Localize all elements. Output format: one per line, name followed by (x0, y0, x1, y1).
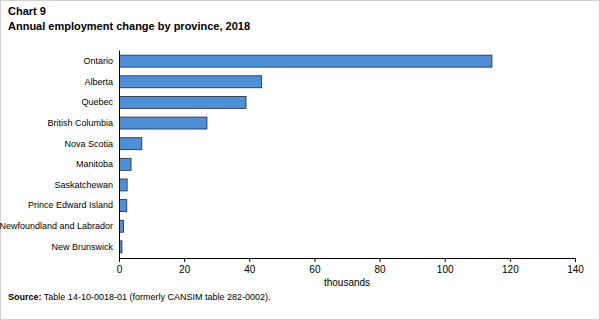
title: Chart 9 (8, 5, 46, 17)
x-tick: 60 (309, 258, 321, 275)
source: Source: Table 14-10-0018-01 (formerly CA… (8, 292, 270, 302)
source-part: Table 14-10-0018-01 (formerly CANSIM tab… (42, 292, 271, 302)
y-tick: Manitoba (76, 159, 113, 169)
x-tick-label: 40 (244, 264, 256, 275)
x-tick: 40 (244, 258, 256, 275)
y-tick: Saskatchewan (54, 180, 113, 190)
bar (119, 76, 262, 88)
y-axis-line (119, 51, 120, 259)
x-tick-mark (510, 258, 511, 262)
plot: 0 20 40 60 80 100 120 140 Ontario Alberta Quebec Br… (0, 51, 584, 289)
x-tick-label: 120 (502, 264, 519, 275)
bars (119, 55, 492, 253)
x-tick-label: 0 (117, 264, 123, 275)
x-tick-label: 80 (375, 264, 387, 275)
chart: Chart 9 Annual employment change by provi… (0, 0, 600, 320)
x-tick-label: 100 (437, 264, 454, 275)
x-tick-mark (119, 258, 120, 262)
x-axis-line (120, 258, 576, 259)
bar (119, 158, 131, 170)
y-tick-label: Newfoundland and Labrador (0, 221, 113, 231)
bar (119, 55, 492, 67)
x-tick-label: 60 (309, 264, 321, 275)
bar (119, 138, 142, 150)
bar (119, 200, 127, 212)
y-tick-label: Quebec (81, 97, 113, 107)
y-tick-label: Prince Edward Island (28, 200, 113, 210)
y-tick: Alberta (84, 77, 113, 87)
x-tick-mark (445, 258, 446, 262)
y-tick: Prince Edward Island (28, 200, 113, 210)
y-tick: Nova Scotia (64, 139, 113, 149)
y-tick: Quebec (81, 97, 113, 107)
y-tick-label: Manitoba (76, 159, 113, 169)
x-tick: 20 (179, 258, 191, 275)
x-tick: 0 (117, 258, 123, 275)
x-tick: 120 (502, 258, 519, 275)
y-tick-label: New Brunswick (51, 242, 113, 252)
y-tick-label: Alberta (84, 77, 113, 87)
x-tick-mark (380, 258, 381, 262)
y-tick: Newfoundland and Labrador (0, 221, 113, 231)
chart-frame (1, 1, 600, 320)
y-tick-label: Nova Scotia (64, 139, 113, 149)
y-tick-label: Saskatchewan (54, 180, 113, 190)
x-tick-mark (249, 258, 250, 262)
bar (119, 96, 246, 108)
y-tick-label: Ontario (83, 56, 113, 66)
bar (119, 117, 207, 129)
y-axis: Ontario Alberta Quebec British Columbia Nova… (0, 51, 120, 259)
x-tick-label: 140 (567, 264, 584, 275)
x-tick-mark (575, 258, 576, 262)
bar (119, 179, 127, 191)
subtitle: Annual employment change by province, 20… (8, 20, 250, 32)
source-part: Source: (8, 292, 42, 302)
y-tick-label: British Columbia (47, 118, 113, 128)
y-tick: New Brunswick (51, 242, 113, 252)
x-tick-mark (184, 258, 185, 262)
x-tick-mark (314, 258, 315, 262)
x-tick-label: 20 (179, 264, 191, 275)
x-axis: 0 20 40 60 80 100 120 140 (117, 258, 585, 275)
y-tick: British Columbia (47, 118, 113, 128)
x-tick: 140 (567, 258, 584, 275)
y-tick: Ontario (83, 56, 113, 66)
x-axis-title: thousands (324, 277, 370, 288)
x-tick: 100 (437, 258, 454, 275)
x-tick: 80 (375, 258, 387, 275)
